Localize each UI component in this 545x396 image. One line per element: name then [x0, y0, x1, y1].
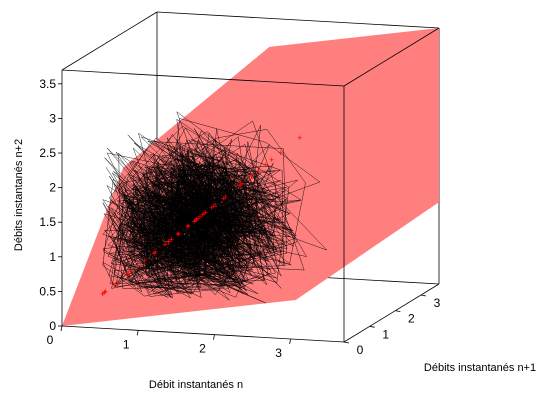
marker-point: +: [256, 166, 261, 176]
marker-point: +: [192, 216, 197, 226]
x-axis-ticks: 0 1 2 3: [47, 325, 292, 360]
y-tick-label: 0: [357, 343, 364, 357]
y-axis-ticks: 0 1 2 3: [343, 294, 441, 357]
marker-point: +: [176, 229, 181, 239]
marker-point: +: [200, 210, 205, 220]
marker-point: +: [192, 216, 197, 226]
trajectory-lines: [102, 111, 327, 304]
marker-point: +: [126, 268, 131, 278]
x-tick-label: 1: [123, 337, 130, 351]
z-tick-label: 2.5: [39, 146, 56, 160]
marker-point: +: [213, 200, 218, 210]
x-tick-mark: [60, 325, 63, 332]
z-tick-label: 3: [49, 111, 56, 125]
marker-point: +: [203, 207, 208, 217]
z-tick-label: 0.5: [39, 284, 56, 298]
marker-point: +: [169, 235, 174, 245]
marker-point: +: [125, 269, 130, 279]
marker-point: +: [169, 234, 174, 244]
x-tick-label: 0: [47, 333, 54, 347]
marker-point: +: [186, 221, 191, 231]
z-tick-label: 1: [49, 250, 56, 264]
z-tick-label: 2: [49, 181, 56, 195]
red-markers: +++++++++++++++++++++++++++ +++++++++++++…: [100, 133, 302, 299]
marker-point: +: [239, 179, 244, 189]
front-box-edges: [61, 27, 440, 343]
x-tick-label: 2: [199, 342, 206, 356]
marker-point: +: [166, 237, 171, 247]
marker-point: +: [100, 289, 105, 299]
x-tick-label: 3: [275, 346, 282, 360]
marker-point: +: [115, 277, 120, 287]
marker-point: +: [136, 261, 141, 271]
marker-point: +: [176, 229, 181, 239]
z-tick-label: 0: [49, 319, 56, 333]
marker-point: +: [249, 171, 254, 181]
marker-point: +: [197, 212, 202, 222]
marker-point: +: [162, 240, 167, 250]
y-tick-label: 1: [382, 327, 389, 341]
x-axis-label: Débit instantanés n: [149, 379, 243, 391]
y-tick-label: 3: [434, 296, 441, 310]
marker-point: +: [185, 222, 190, 232]
x-tick-mark: [289, 338, 292, 345]
marker-point: +: [166, 237, 171, 247]
box-edge: [61, 69, 345, 87]
marker-point: +: [195, 214, 200, 224]
marker-point: +: [162, 240, 167, 250]
z-axis-ticks: 0 0.5 1 1.5 2 2.5 3 3.5: [39, 77, 62, 333]
marker-point: +: [249, 171, 254, 181]
y-tick-mark: [395, 310, 401, 313]
marker-point: +: [297, 133, 302, 143]
box-edge: [343, 283, 440, 343]
marker-point: +: [209, 203, 214, 213]
marker-point: +: [269, 155, 274, 165]
y-tick-mark: [369, 325, 375, 328]
marker-point: +: [100, 289, 105, 299]
marker-point: +: [211, 201, 216, 211]
marker-point: +: [194, 215, 199, 225]
marker-point: +: [201, 209, 206, 219]
marker-point: +: [238, 180, 243, 190]
marker-point: +: [103, 287, 108, 297]
marker-point: +: [102, 288, 107, 298]
box-edge: [61, 11, 158, 71]
y-axis-label: Débits instantanés n+1: [424, 362, 536, 374]
y-tick-label: 2: [408, 312, 415, 326]
x-tick-mark: [136, 330, 139, 336]
z-axis-label: Débits instantanés n+2: [13, 139, 25, 251]
x-tick-mark: [213, 334, 215, 340]
trajectory-path: [102, 111, 327, 304]
marker-point: +: [128, 266, 133, 276]
marker-point: +: [111, 280, 116, 290]
z-tick-label: 3.5: [39, 77, 56, 91]
marker-point: +: [100, 289, 105, 299]
marker-point: +: [142, 256, 147, 266]
marker-point: +: [263, 160, 268, 170]
y-tick-mark: [420, 294, 427, 297]
marker-point: +: [175, 229, 180, 239]
z-tick-label: 1.5: [39, 215, 56, 229]
marker-point: +: [151, 248, 156, 258]
marker-point: +: [193, 215, 198, 225]
marker-point: +: [237, 181, 242, 191]
marker-point: +: [153, 247, 158, 257]
box-edge: [156, 11, 440, 29]
box-edge: [61, 325, 345, 343]
box-edge: [343, 27, 440, 87]
marker-point: +: [223, 192, 228, 202]
y-tick-mark: [343, 341, 350, 344]
marker-point: +: [278, 148, 283, 158]
marker-point: +: [221, 193, 226, 203]
